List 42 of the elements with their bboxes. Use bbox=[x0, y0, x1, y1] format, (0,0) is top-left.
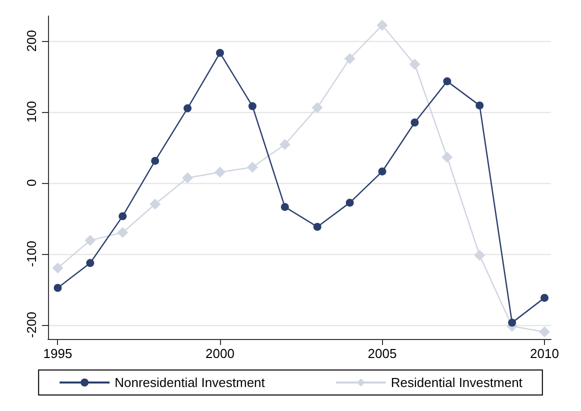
y-tick-label: 0 bbox=[24, 179, 39, 186]
point bbox=[280, 202, 289, 211]
point bbox=[279, 138, 290, 150]
point bbox=[216, 48, 224, 57]
point bbox=[410, 118, 419, 126]
legend-label: Nonresidential Investment bbox=[114, 375, 266, 390]
point bbox=[540, 294, 549, 302]
y-tick-label: -100 bbox=[24, 240, 39, 267]
point bbox=[378, 167, 386, 176]
x-tick-label: 2000 bbox=[206, 346, 234, 361]
point bbox=[84, 234, 96, 246]
x-tick-label: 1995 bbox=[43, 346, 72, 361]
y-tick-label: 200 bbox=[24, 30, 39, 52]
point bbox=[409, 58, 420, 70]
point bbox=[248, 102, 256, 110]
point bbox=[476, 101, 484, 110]
point bbox=[151, 156, 160, 165]
point bbox=[376, 20, 388, 31]
point bbox=[118, 212, 127, 220]
x-tick-label: 2005 bbox=[368, 346, 397, 361]
point bbox=[214, 166, 226, 178]
point bbox=[52, 262, 64, 274]
point bbox=[539, 326, 550, 338]
point bbox=[184, 104, 192, 112]
y-tick-label: -200 bbox=[24, 312, 39, 338]
point bbox=[443, 77, 452, 86]
point bbox=[344, 53, 356, 64]
point bbox=[346, 198, 354, 207]
legend-label: Residential Investment bbox=[390, 375, 523, 390]
point bbox=[312, 102, 323, 114]
point bbox=[54, 284, 62, 292]
x-tick-label: 2010 bbox=[530, 346, 559, 361]
point bbox=[442, 152, 453, 163]
point bbox=[474, 250, 486, 261]
y-tick-label: 100 bbox=[24, 100, 39, 123]
point bbox=[150, 198, 161, 210]
point bbox=[86, 259, 94, 268]
point bbox=[246, 162, 258, 173]
point bbox=[313, 222, 322, 231]
point bbox=[117, 227, 128, 238]
point bbox=[508, 318, 516, 327]
point bbox=[182, 172, 194, 184]
